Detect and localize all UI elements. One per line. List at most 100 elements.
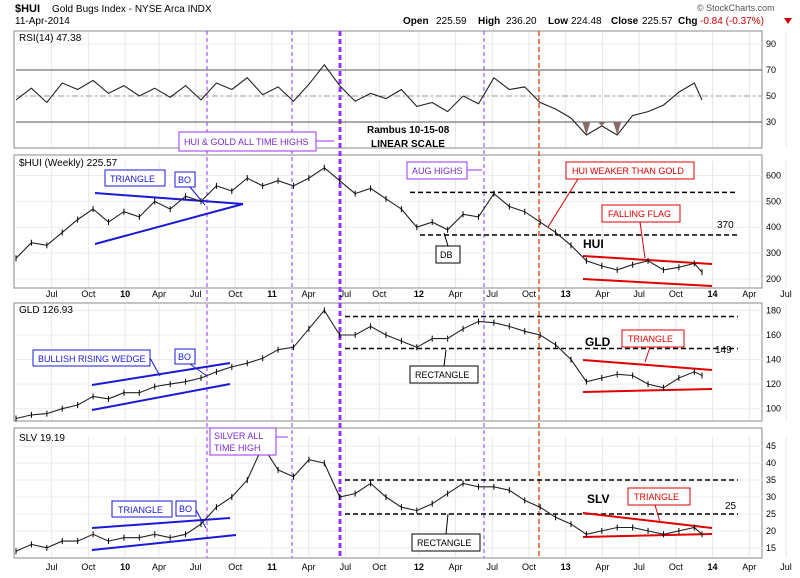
slv-title: SLV 19.19: [19, 433, 65, 444]
x-tick-1-10: 12: [414, 562, 424, 572]
hui-weaker-box: [565, 161, 695, 180]
x-tick-0-17: Oct: [669, 289, 684, 299]
y-tick-gld-4: 180: [766, 305, 781, 315]
x-tick-0-0: Jul: [46, 289, 58, 299]
hui-bo-box: [174, 171, 196, 188]
pattern-line-10: [582, 512, 713, 529]
y-tick-gld-0: 100: [766, 404, 781, 414]
gld-title: GLD 126.93: [19, 305, 73, 316]
y-tick-hui-2: 400: [766, 222, 781, 232]
y-tick-slv-5: 40: [766, 458, 776, 468]
y-tick-rsi-3: 90: [766, 39, 776, 49]
y-tick-hui-1: 300: [766, 248, 781, 258]
x-tick-1-5: Oct: [228, 562, 243, 572]
rsi-series-line: [15, 63, 703, 136]
gld-name: GLD: [585, 335, 611, 349]
x-tick-1-8: Jul: [340, 562, 352, 572]
hui-gold-ath-label: HUI & GOLD ALL TIME HIGHS: [184, 137, 309, 147]
gld-wedge-label: BULLISH RISING WEDGE: [38, 354, 146, 364]
x-tick-1-18: 14: [708, 562, 718, 572]
x-tick-0-9: Oct: [372, 289, 387, 299]
y-tick-hui-0: 200: [766, 274, 781, 284]
y-tick-rsi-1: 50: [766, 91, 776, 101]
chg-label: Chg: [678, 16, 697, 27]
gld-wedge-pointer: [149, 357, 161, 377]
pattern-line-0: [94, 192, 244, 205]
x-tick-0-1: Oct: [81, 289, 96, 299]
x-tick-1-1: Oct: [81, 562, 96, 572]
rsi-oversold-fill: [582, 122, 622, 135]
x-tick-1-13: Oct: [522, 562, 537, 572]
low-value: 224.48: [571, 16, 602, 27]
x-tick-0-20: Jul: [780, 289, 792, 299]
gld-bo-box: [174, 348, 196, 365]
slv-name: SLV: [587, 492, 609, 506]
low-label: Low: [548, 16, 568, 27]
scale-label: LINEAR SCALE: [371, 139, 445, 150]
hui-triangle-label: TRIANGLE: [110, 174, 155, 184]
x-tick-1-2: 10: [120, 562, 130, 572]
vertical-markers: [206, 31, 540, 558]
x-tick-1-19: Apr: [742, 562, 756, 572]
open-label: Open: [403, 16, 429, 27]
x-tick-0-8: Jul: [340, 289, 352, 299]
price-series: [15, 63, 703, 555]
hui-name: HUI: [583, 237, 604, 251]
y-tick-labels: 30 50 70 90 200 300 400 500 600 100 120 140 160 180 15…: [766, 39, 781, 553]
hui-series-line: [15, 167, 703, 273]
y-tick-gld-3: 160: [766, 330, 781, 340]
pattern-line-1: [94, 203, 244, 245]
x-tick-0-16: Jul: [633, 289, 645, 299]
pattern-line-8: [582, 359, 713, 371]
x-tick-1-16: Jul: [633, 562, 645, 572]
x-tick-1-12: Jul: [487, 562, 499, 572]
x-tick-1-6: 11: [267, 562, 277, 572]
x-tick-labels: Jul Jul Oct Oct 10 10 Apr Apr Jul Jul Oct Oct 11 11 Ap…: [46, 289, 792, 572]
rambus-label: Rambus 10-15-08: [367, 125, 450, 136]
date: 11-Apr-2014: [15, 16, 70, 27]
falling-flag-pointer: [639, 221, 646, 259]
x-tick-0-3: Apr: [152, 289, 166, 299]
gld-triangle-label: TRIANGLE: [628, 334, 673, 344]
chg-value: -0.84 (-0.37%): [700, 16, 764, 27]
pattern-line-2: [91, 362, 231, 386]
hui-bo-label: BO: [178, 175, 191, 185]
hui-bo-pointer: [189, 186, 206, 206]
gld-triangle-box: [621, 329, 685, 348]
x-tick-0-19: Apr: [742, 289, 756, 299]
down-triangle-icon: [784, 18, 792, 24]
x-tick-0-11: Apr: [449, 289, 463, 299]
slv-triangle-pointer: [654, 504, 661, 523]
close-value: 225.57: [642, 16, 673, 27]
x-tick-0-18: 14: [708, 289, 718, 299]
y-tick-hui-4: 600: [766, 171, 781, 181]
hui-title: $HUI (Weekly) 225.57: [19, 158, 118, 169]
silver-ath-label-1: SILVER ALL: [214, 431, 263, 441]
x-tick-1-7: Apr: [302, 562, 316, 572]
falling-flag-box: [601, 204, 681, 223]
gld-bo-label: BO: [178, 352, 191, 362]
pattern-line-6: [582, 255, 713, 265]
hui-weaker-label: HUI WEAKER THAN GOLD: [572, 166, 684, 176]
pattern-line-9: [582, 388, 713, 393]
x-tick-0-14: 13: [561, 289, 571, 299]
reference-lines: [16, 69, 762, 515]
x-tick-0-15: Apr: [595, 289, 609, 299]
hui-weaker-pointer: [547, 178, 579, 228]
watermark: © StockCharts.com: [697, 3, 775, 13]
silver-ath-label-2: TIME HIGH: [214, 443, 261, 453]
slv-bo-pointer: [195, 509, 207, 529]
x-tick-1-4: Jul: [190, 562, 202, 572]
slv-rectangle-pointer: [445, 513, 449, 535]
x-tick-0-4: Jul: [190, 289, 202, 299]
slv-triangle-blue-box: [111, 500, 173, 518]
slv-bo-box: [175, 500, 197, 517]
x-tick-0-13: Oct: [522, 289, 537, 299]
x-tick-0-6: 11: [267, 289, 277, 299]
x-tick-1-9: Oct: [372, 562, 387, 572]
pattern-line-5: [91, 534, 237, 551]
pattern-line-11: [582, 533, 713, 538]
y-tick-rsi-0: 30: [766, 117, 776, 127]
symbol-name: Gold Bugs Index - NYSE Arca INDX: [52, 4, 212, 15]
